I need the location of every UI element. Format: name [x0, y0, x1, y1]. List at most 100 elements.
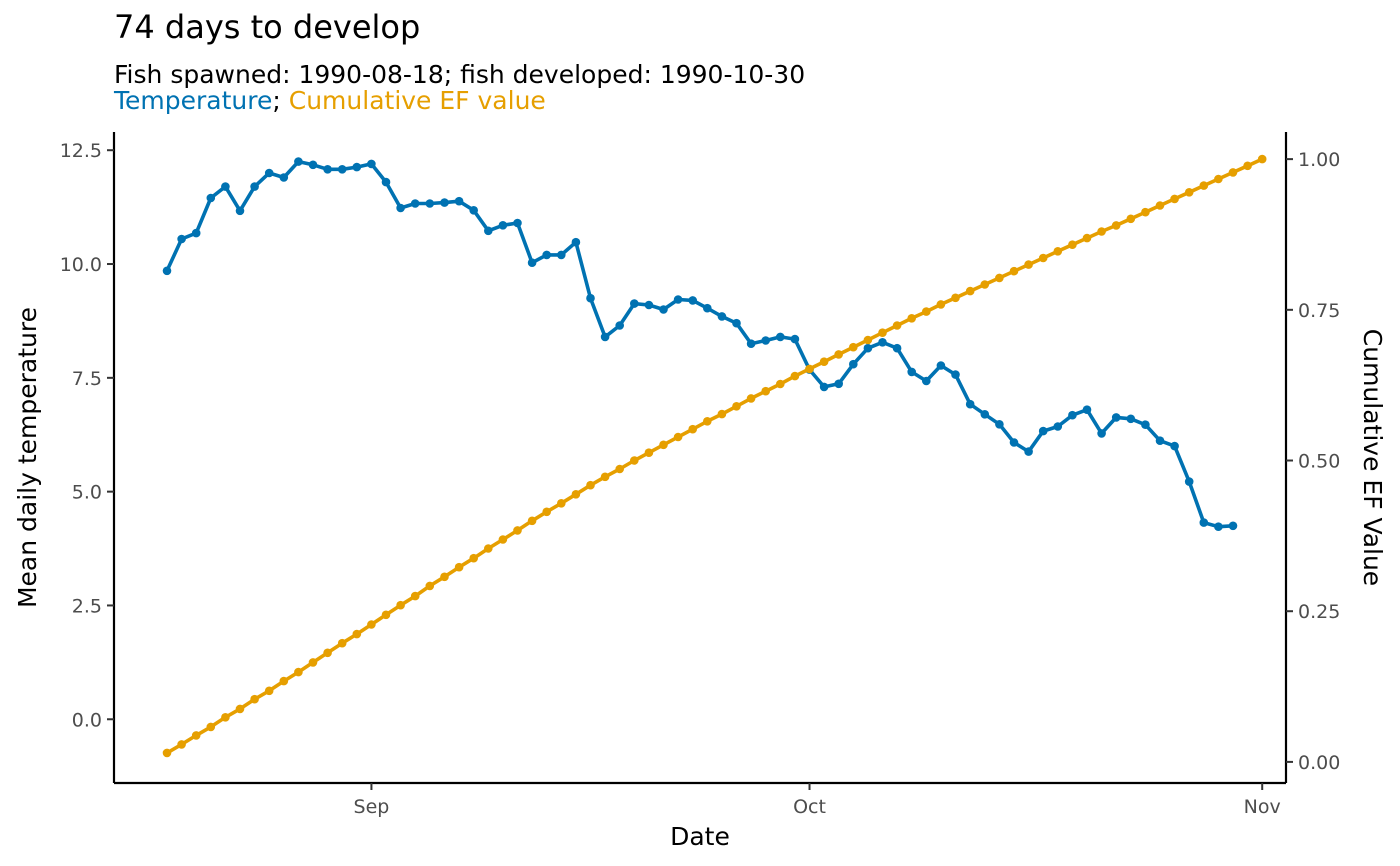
y2-tick-label: 0.25 — [1298, 601, 1340, 623]
data-point-temperature — [527, 258, 537, 268]
data-point-cumulative-ef-value — [644, 448, 654, 458]
data-point-cumulative-ef-value — [1243, 161, 1252, 171]
data-point-cumulative-ef-value — [308, 658, 318, 667]
data-point-cumulative-ef-value — [396, 600, 405, 610]
legend-cumulative-ef: Cumulative EF value — [288, 86, 546, 115]
data-point-cumulative-ef-value — [513, 526, 522, 535]
data-point-temperature — [732, 318, 741, 328]
data-point-temperature — [615, 321, 624, 330]
data-point-cumulative-ef-value — [586, 480, 595, 490]
data-point-temperature — [703, 303, 712, 313]
data-point-cumulative-ef-value — [907, 314, 916, 323]
data-point-cumulative-ef-value — [264, 686, 274, 696]
data-point-cumulative-ef-value — [1009, 266, 1019, 276]
data-point-temperature — [308, 160, 318, 170]
data-point-cumulative-ef-value — [1068, 240, 1077, 249]
y-tick-label: 5.0 — [72, 482, 102, 504]
data-point-cumulative-ef-value — [995, 273, 1004, 283]
data-point-cumulative-ef-value — [1097, 227, 1106, 236]
legend-separator: ; — [272, 86, 289, 115]
data-point-cumulative-ef-value — [571, 490, 581, 499]
data-point-temperature — [819, 382, 829, 392]
chart-legend-line: Temperature; Cumulative EF value — [114, 86, 546, 115]
data-point-cumulative-ef-value — [177, 740, 186, 749]
data-point-cumulative-ef-value — [980, 280, 990, 289]
data-point-cumulative-ef-value — [279, 676, 289, 686]
data-point-temperature — [688, 296, 697, 305]
data-point-temperature — [673, 295, 683, 304]
data-point-temperature — [936, 361, 946, 370]
data-point-cumulative-ef-value — [337, 638, 347, 648]
data-point-cumulative-ef-value — [600, 472, 610, 482]
data-point-temperature — [1082, 405, 1092, 415]
data-point-cumulative-ef-value — [1228, 168, 1238, 177]
data-point-cumulative-ef-value — [1024, 260, 1033, 269]
data-point-cumulative-ef-value — [1141, 207, 1150, 217]
data-point-cumulative-ef-value — [878, 328, 887, 338]
data-point-cumulative-ef-value — [381, 610, 391, 620]
legend-temperature: Temperature — [114, 86, 273, 115]
data-point-cumulative-ef-value — [819, 357, 829, 367]
data-point-cumulative-ef-value — [1199, 181, 1209, 190]
x-tick-label: Nov — [1244, 796, 1281, 818]
data-point-cumulative-ef-value — [1214, 174, 1223, 184]
data-point-cumulative-ef-value — [1038, 253, 1048, 263]
data-point-cumulative-ef-value — [1170, 194, 1179, 204]
data-point-cumulative-ef-value — [527, 516, 537, 526]
data-point-temperature — [1141, 420, 1150, 430]
x-tick-label: Oct — [793, 796, 826, 818]
data-point-cumulative-ef-value — [761, 386, 770, 396]
data-point-temperature — [557, 250, 566, 260]
data-point-temperature — [834, 379, 843, 389]
data-point-temperature — [162, 266, 172, 276]
data-point-cumulative-ef-value — [615, 464, 624, 474]
data-point-temperature — [659, 305, 668, 314]
data-point-temperature — [454, 196, 464, 206]
data-point-temperature — [323, 165, 332, 174]
series-line-temperature — [165, 159, 1234, 529]
y2-axis-title: Cumulative EF Value — [1358, 329, 1387, 586]
data-point-temperature — [980, 410, 990, 419]
data-point-cumulative-ef-value — [746, 394, 756, 403]
data-point-temperature — [644, 300, 654, 310]
data-point-cumulative-ef-value — [892, 321, 902, 330]
data-point-temperature — [922, 376, 931, 386]
data-point-cumulative-ef-value — [790, 371, 800, 381]
data-point-temperature — [863, 343, 873, 353]
data-point-cumulative-ef-value — [367, 620, 376, 629]
data-point-temperature — [1184, 477, 1194, 486]
data-point-cumulative-ef-value — [951, 293, 960, 303]
data-point-cumulative-ef-value — [805, 364, 814, 374]
data-point-cumulative-ef-value — [1053, 247, 1063, 256]
x-tick-label: Sep — [354, 796, 390, 818]
x-axis-title: Date — [670, 822, 730, 851]
data-point-temperature — [337, 165, 347, 174]
data-point-temperature — [746, 339, 756, 349]
data-point-cumulative-ef-value — [1082, 233, 1092, 243]
data-point-temperature — [878, 338, 887, 347]
data-point-temperature — [1009, 438, 1019, 447]
data-point-temperature — [1053, 422, 1063, 431]
data-point-cumulative-ef-value — [1111, 221, 1121, 230]
data-point-cumulative-ef-value — [191, 731, 201, 740]
data-point-cumulative-ef-value — [1126, 214, 1136, 224]
data-point-temperature — [995, 420, 1004, 429]
data-point-temperature — [1126, 414, 1136, 424]
data-point-temperature — [498, 221, 508, 230]
data-point-temperature — [1214, 522, 1223, 531]
series-line-cumulative-ef-value — [166, 157, 1263, 755]
chart-title: 74 days to develop — [114, 8, 421, 46]
y2-tick-label: 0.00 — [1298, 752, 1340, 774]
data-point-temperature — [600, 332, 610, 342]
data-point-temperature — [206, 193, 216, 203]
y-tick-label: 10.0 — [60, 254, 102, 276]
y-tick-label: 0.0 — [72, 709, 102, 731]
data-point-cumulative-ef-value — [630, 456, 639, 465]
data-point-cumulative-ef-value — [425, 581, 435, 591]
data-point-temperature — [1024, 447, 1033, 456]
data-point-temperature — [1111, 413, 1121, 422]
data-point-temperature — [279, 173, 289, 182]
data-point-cumulative-ef-value — [469, 553, 479, 563]
data-point-cumulative-ef-value — [1155, 201, 1165, 210]
data-point-cumulative-ef-value — [410, 591, 420, 601]
